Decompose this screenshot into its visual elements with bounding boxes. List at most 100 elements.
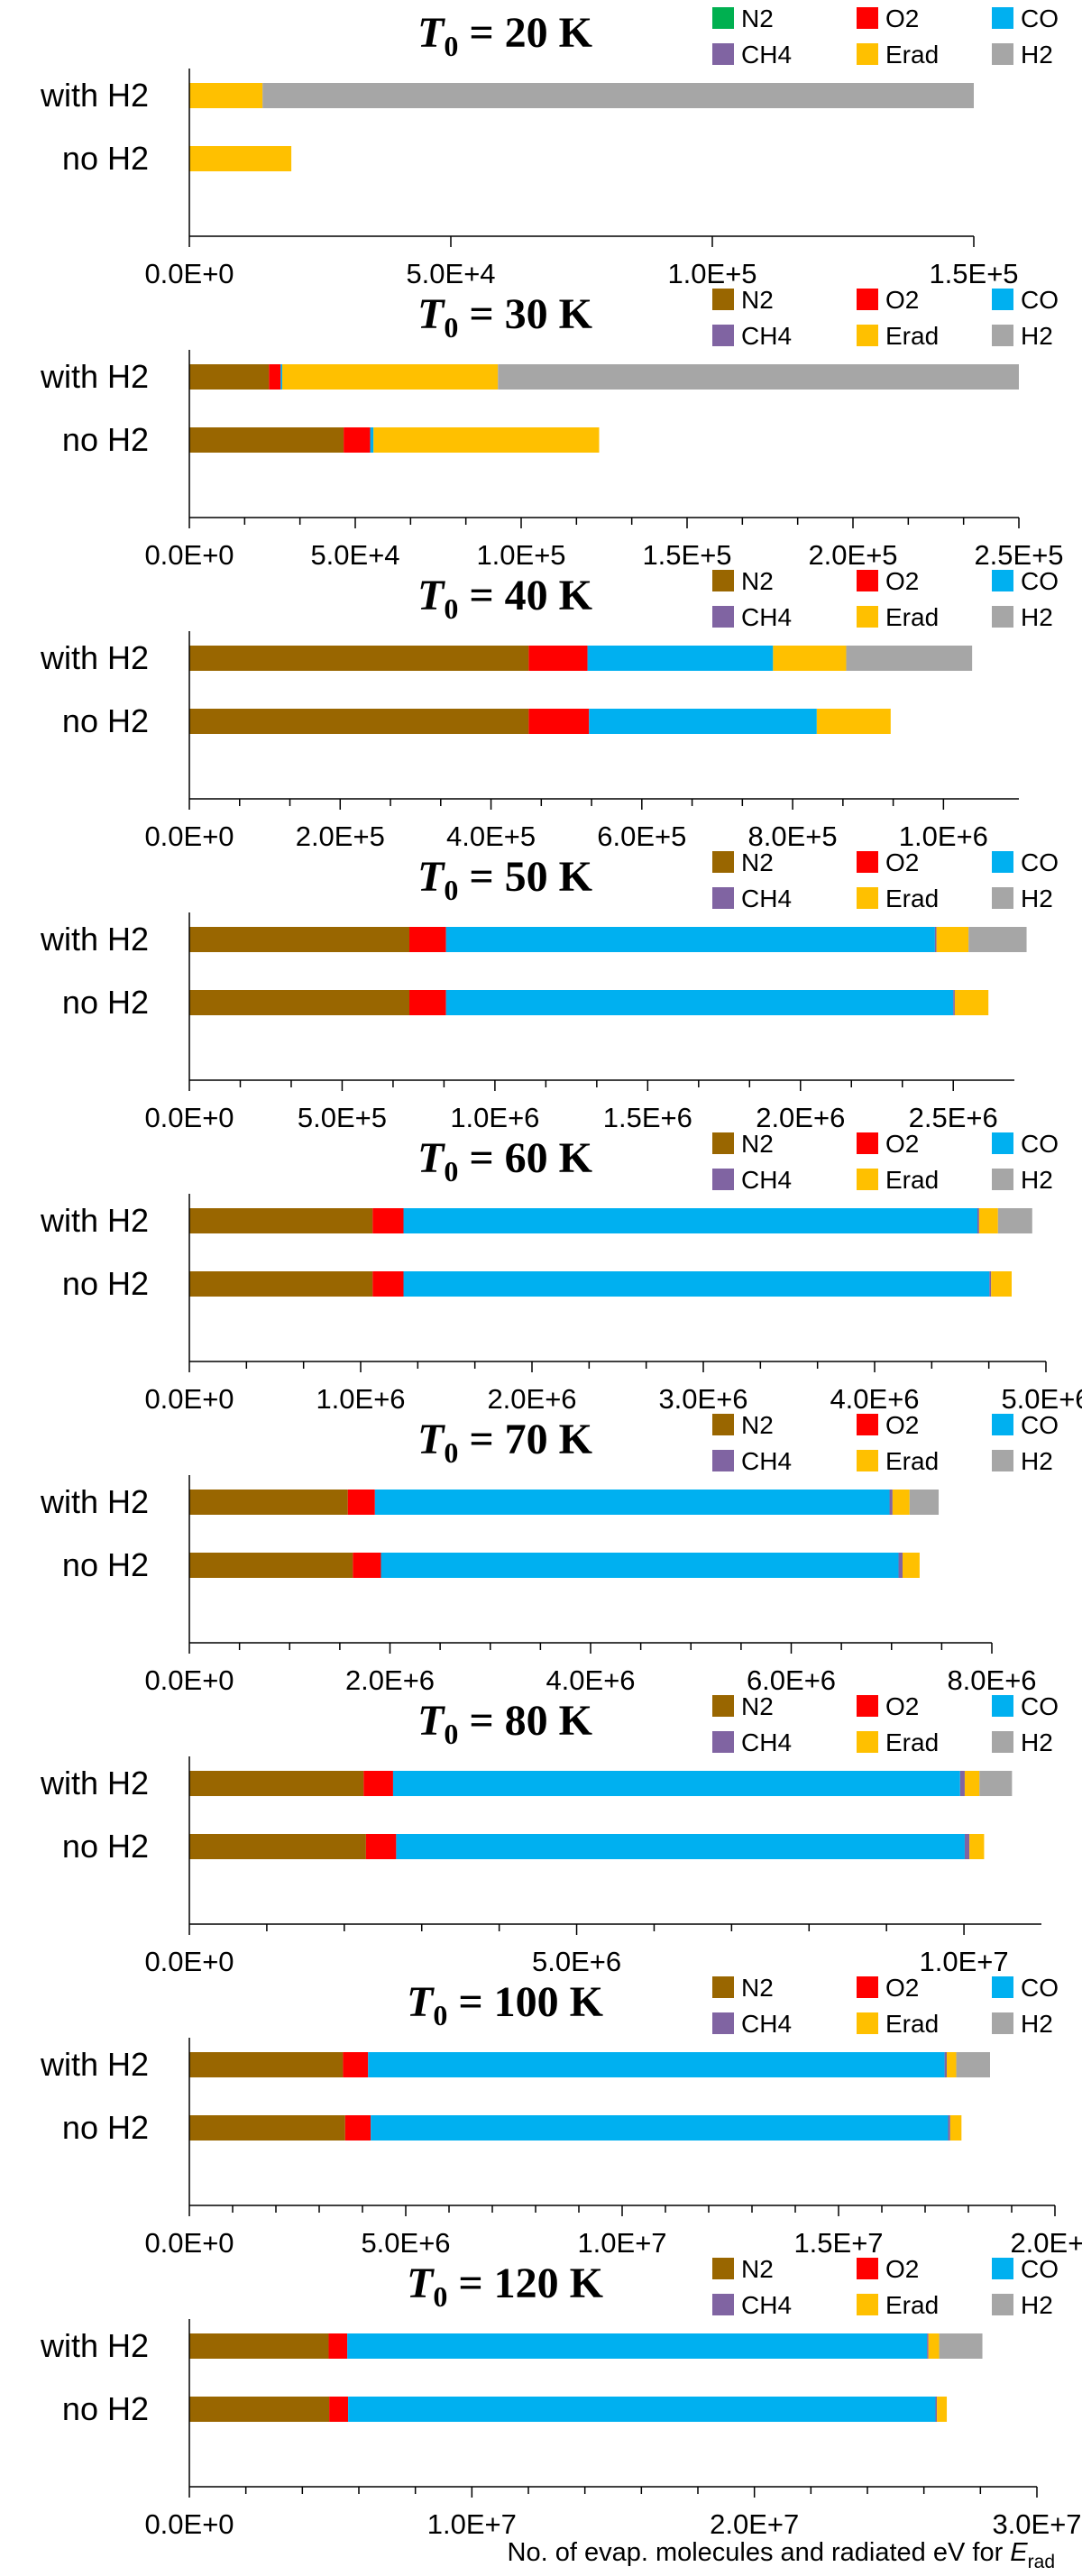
legend-swatch-h2	[992, 1169, 1013, 1190]
tick-label: 5.0E+4	[406, 258, 495, 289]
tick-label: 0.0E+0	[144, 1383, 234, 1415]
panel-3: T0 = 50 K N2 O2 CO CH4 Erad H2 with H2 no H2 0.0E…	[40, 848, 1059, 1133]
tick-label: 4.0E+6	[830, 1383, 919, 1415]
legend-label-ch4: CH4	[741, 603, 792, 631]
legend-label-erad: Erad	[885, 1447, 939, 1475]
legend-label-o2: O2	[885, 286, 919, 314]
legend-label-n2: N2	[741, 848, 774, 876]
tick-label: 1.0E+7	[920, 1946, 1009, 1977]
legend-label-erad: Erad	[885, 1166, 939, 1194]
tick-label: 3.0E+6	[658, 1383, 747, 1415]
bar-segment-n2	[189, 1271, 373, 1297]
bar-segment-ch4	[944, 2052, 947, 2077]
panel-0: T0 = 20 K N2 O2 CO CH4 Erad H2 with H2 no H2 0.0E…	[40, 5, 1059, 289]
bar-segment-o2	[409, 990, 446, 1015]
legend-swatch-o2	[857, 289, 878, 310]
legend-swatch-ch4	[712, 43, 734, 65]
bar-segment-n2	[189, 1490, 348, 1515]
tick-label: 0.0E+0	[144, 539, 234, 571]
tick-label: 2.0E+7	[710, 2508, 799, 2540]
legend-swatch-h2	[992, 1450, 1013, 1471]
tick-label: 1.5E+5	[642, 539, 731, 571]
bar-segment-h2	[846, 646, 973, 671]
tick-label: 8.0E+5	[748, 820, 838, 852]
legend-swatch-ch4	[712, 1169, 734, 1190]
legend-label-erad: Erad	[885, 2010, 939, 2038]
tick-label: 1.0E+7	[577, 2227, 666, 2259]
bar-segment-o2	[372, 1208, 404, 1233]
legend-label-n2: N2	[741, 567, 774, 595]
legend-label-h2: H2	[1021, 41, 1053, 69]
bar-segment-n2	[189, 1208, 373, 1233]
legend-label-co: CO	[1021, 848, 1059, 876]
legend-swatch-h2	[992, 1731, 1013, 1753]
category-label: no H2	[62, 1546, 149, 1583]
category-label: with H2	[40, 77, 149, 114]
legend-swatch-co	[992, 1976, 1013, 1998]
legend-label-erad: Erad	[885, 1728, 939, 1756]
legend-swatch-h2	[992, 325, 1013, 346]
bar-segment-o2	[328, 2333, 348, 2359]
legend-label-ch4: CH4	[741, 1728, 792, 1756]
tick-label: 0.0E+0	[144, 1102, 234, 1133]
bar-segment-h2	[968, 927, 1027, 952]
legend-swatch-erad	[857, 606, 878, 628]
bar-segment-o2	[269, 364, 281, 390]
bar-segment-erad	[189, 83, 263, 108]
bar-segment-co	[348, 2397, 936, 2422]
bar-segment-n2	[189, 2333, 329, 2359]
bar-segment-erad	[773, 646, 847, 671]
legend-label-co: CO	[1021, 286, 1059, 314]
panel-title: T0 = 60 K	[417, 1134, 592, 1187]
legend-swatch-h2	[992, 2012, 1013, 2034]
category-label: with H2	[40, 358, 149, 395]
category-label: with H2	[40, 1765, 149, 1801]
legend-swatch-ch4	[712, 1731, 734, 1753]
panel-title: T0 = 50 K	[417, 853, 592, 906]
legend-swatch-erad	[857, 887, 878, 909]
bar-segment-co	[374, 1490, 890, 1515]
bar-segment-n2	[189, 646, 529, 671]
bar-segment-ch4	[927, 2333, 929, 2359]
panel-title: T0 = 70 K	[417, 1416, 592, 1469]
legend-label-co: CO	[1021, 2255, 1059, 2283]
bar-segment-erad	[964, 1771, 980, 1796]
legend-swatch-co	[992, 570, 1013, 591]
category-label: no H2	[62, 1828, 149, 1865]
bar-segment-ch4	[889, 1490, 893, 1515]
legend-swatch-co	[992, 1414, 1013, 1435]
bar-segment-h2	[498, 364, 1019, 390]
panel-title: T0 = 30 K	[417, 290, 592, 344]
tick-label: 1.5E+7	[793, 2227, 883, 2259]
legend-swatch-ch4	[712, 2294, 734, 2315]
tick-label: 4.0E+5	[446, 820, 536, 852]
legend-swatch-n2	[712, 570, 734, 591]
panel-title: T0 = 40 K	[417, 572, 592, 625]
tick-label: 5.0E+6	[1001, 1383, 1082, 1415]
bar-segment-ch4	[989, 1271, 992, 1297]
tick-label: 2.0E+5	[296, 820, 385, 852]
legend-label-o2: O2	[885, 567, 919, 595]
panel-1: T0 = 30 K N2 O2 CO CH4 Erad H2 with H2 no H2 0.0E…	[40, 286, 1064, 571]
bar-segment-n2	[189, 427, 344, 453]
bar-segment-erad	[969, 1834, 985, 1859]
legend-label-ch4: CH4	[741, 41, 792, 69]
tick-label: 2.5E+6	[909, 1102, 998, 1133]
legend-label-ch4: CH4	[741, 2291, 792, 2319]
bar-segment-co	[381, 1553, 899, 1578]
legend-label-n2: N2	[741, 2255, 774, 2283]
bar-segment-ch4	[977, 1208, 979, 1233]
legend-label-o2: O2	[885, 1411, 919, 1439]
legend-swatch-n2	[712, 1132, 734, 1154]
tick-label: 0.0E+0	[144, 820, 234, 852]
bar-segment-co	[589, 709, 817, 734]
legend-swatch-erad	[857, 2012, 878, 2034]
legend-swatch-erad	[857, 1450, 878, 1471]
tick-label: 5.0E+5	[298, 1102, 387, 1133]
tick-label: 0.0E+0	[144, 258, 234, 289]
panel-title: T0 = 120 K	[407, 2260, 603, 2313]
category-label: no H2	[62, 1265, 149, 1302]
bar-segment-co	[403, 1208, 977, 1233]
legend-swatch-co	[992, 851, 1013, 873]
legend-label-o2: O2	[885, 1974, 919, 2002]
